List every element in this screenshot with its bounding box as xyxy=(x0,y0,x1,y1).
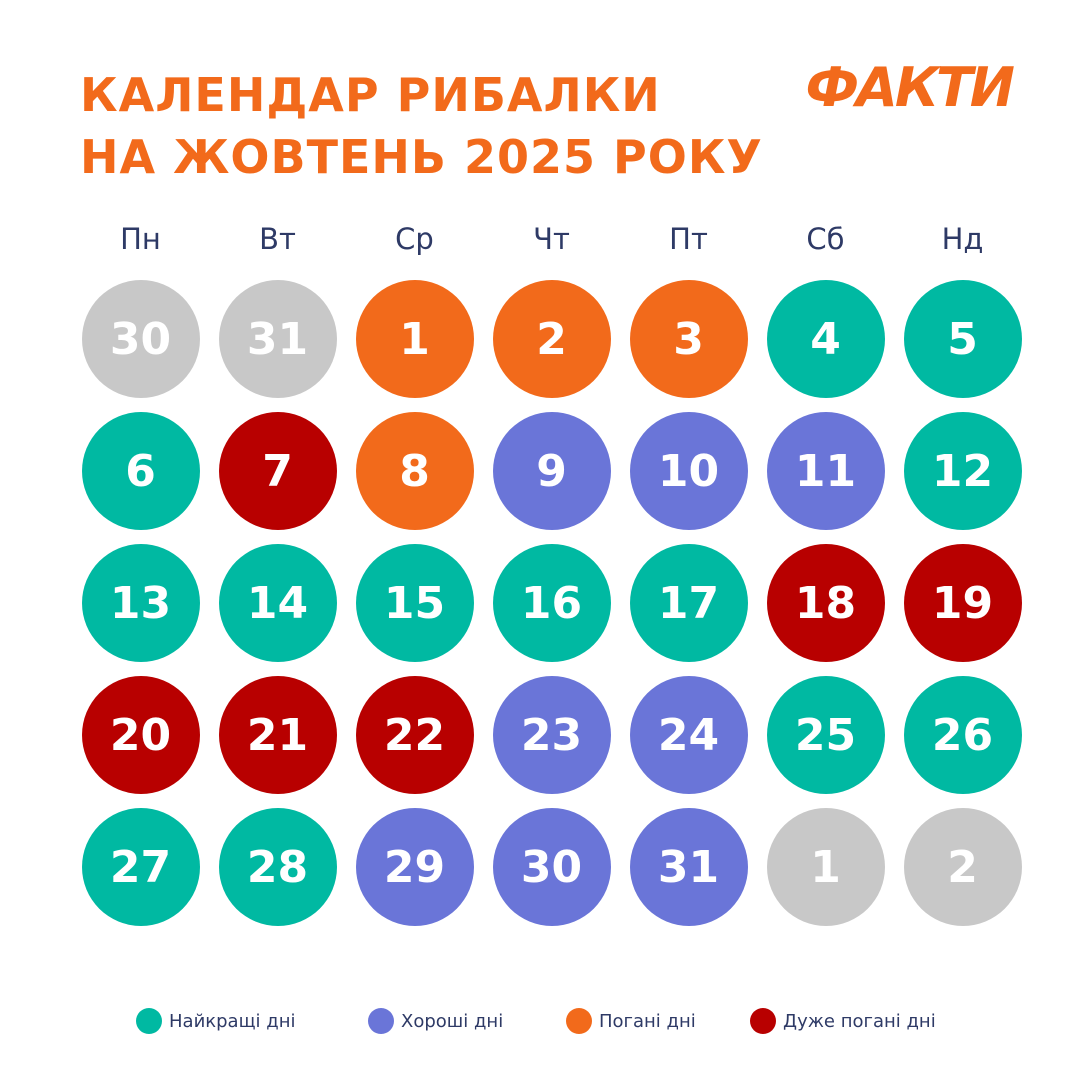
page-title: КАЛЕНДАР РИБАЛКИ НА ЖОВТЕНЬ 2025 РОКУ xyxy=(80,64,763,188)
calendar-cell: 30 xyxy=(72,280,209,412)
calendar-cell: 26 xyxy=(894,676,1031,808)
calendar-cell: 2 xyxy=(894,808,1031,940)
day-circle: 15 xyxy=(355,544,474,662)
calendar-cell: 7 xyxy=(209,412,346,544)
calendar-cell: 21 xyxy=(209,676,346,808)
calendar-cell: 4 xyxy=(757,280,894,412)
calendar-cell: 19 xyxy=(894,544,1031,676)
legend-item: Дуже погані дні xyxy=(750,1008,936,1034)
day-circle: 30 xyxy=(492,808,611,926)
calendar-cell: 30 xyxy=(483,808,620,940)
day-circle: 19 xyxy=(903,544,1022,662)
title-line-2: НА ЖОВТЕНЬ 2025 РОКУ xyxy=(80,130,763,184)
day-circle: 17 xyxy=(629,544,748,662)
day-circle: 29 xyxy=(355,808,474,926)
weekday-label: Сб xyxy=(806,222,845,256)
day-circle: 7 xyxy=(218,412,337,530)
day-circle: 3 xyxy=(629,280,748,398)
legend-item: Найкращі дні xyxy=(136,1008,295,1034)
day-circle: 2 xyxy=(492,280,611,398)
weekday-label: Пн xyxy=(120,222,161,256)
calendar-cell: 1 xyxy=(346,280,483,412)
weekday-header: Пн Вт Ср Чт Пт Сб Нд xyxy=(72,222,1032,266)
day-circle: 9 xyxy=(492,412,611,530)
calendar-cell: 14 xyxy=(209,544,346,676)
calendar-cell: 17 xyxy=(620,544,757,676)
weekday-label: Ср xyxy=(395,222,434,256)
weekday-label: Вт xyxy=(259,222,296,256)
calendar-cell: 31 xyxy=(209,280,346,412)
day-circle: 23 xyxy=(492,676,611,794)
day-circle: 31 xyxy=(218,280,337,398)
calendar-cell: 16 xyxy=(483,544,620,676)
day-circle: 28 xyxy=(218,808,337,926)
legend-dot-icon xyxy=(750,1008,776,1034)
calendar-cell: 10 xyxy=(620,412,757,544)
day-circle: 12 xyxy=(903,412,1022,530)
day-circle: 20 xyxy=(81,676,200,794)
day-circle: 11 xyxy=(766,412,885,530)
day-circle: 22 xyxy=(355,676,474,794)
calendar-cell: 5 xyxy=(894,280,1031,412)
day-circle: 16 xyxy=(492,544,611,662)
day-circle: 8 xyxy=(355,412,474,530)
day-circle: 10 xyxy=(629,412,748,530)
calendar-cell: 12 xyxy=(894,412,1031,544)
calendar-cell: 27 xyxy=(72,808,209,940)
calendar-cell: 8 xyxy=(346,412,483,544)
calendar-cell: 20 xyxy=(72,676,209,808)
legend-label: Хороші дні xyxy=(401,1010,504,1032)
day-circle: 30 xyxy=(81,280,200,398)
calendar-cell: 1 xyxy=(757,808,894,940)
calendar-cell: 29 xyxy=(346,808,483,940)
calendar-cell: 22 xyxy=(346,676,483,808)
calendar-cell: 15 xyxy=(346,544,483,676)
day-circle: 13 xyxy=(81,544,200,662)
legend-label: Найкращі дні xyxy=(169,1010,296,1032)
calendar-cell: 28 xyxy=(209,808,346,940)
legend-item: Хороші дні xyxy=(368,1008,503,1034)
fakty-logo: ФАКТИ xyxy=(805,56,1015,119)
legend-dot-icon xyxy=(136,1008,162,1034)
day-circle: 1 xyxy=(766,808,885,926)
legend-label: Дуже погані дні xyxy=(783,1010,936,1032)
calendar-cell: 9 xyxy=(483,412,620,544)
day-circle: 2 xyxy=(903,808,1022,926)
title-line-1: КАЛЕНДАР РИБАЛКИ xyxy=(80,68,661,122)
calendar-cell: 31 xyxy=(620,808,757,940)
day-circle: 18 xyxy=(766,544,885,662)
calendar-cell: 23 xyxy=(483,676,620,808)
day-circle: 14 xyxy=(218,544,337,662)
day-circle: 27 xyxy=(81,808,200,926)
day-circle: 31 xyxy=(629,808,748,926)
day-circle: 6 xyxy=(81,412,200,530)
legend-label: Погані дні xyxy=(599,1010,696,1032)
calendar-cell: 18 xyxy=(757,544,894,676)
weekday-label: Пт xyxy=(669,222,708,256)
calendar-cell: 6 xyxy=(72,412,209,544)
day-circle: 24 xyxy=(629,676,748,794)
calendar-cell: 2 xyxy=(483,280,620,412)
legend-item: Погані дні xyxy=(566,1008,696,1034)
calendar-cell: 13 xyxy=(72,544,209,676)
day-circle: 4 xyxy=(766,280,885,398)
legend-dot-icon xyxy=(368,1008,394,1034)
calendar-cell: 3 xyxy=(620,280,757,412)
day-circle: 25 xyxy=(766,676,885,794)
calendar-cell: 11 xyxy=(757,412,894,544)
weekday-label: Нд xyxy=(941,222,984,256)
day-circle: 5 xyxy=(903,280,1022,398)
calendar-grid: 30 31 1 2 3 4 5 6 7 8 9 10 11 12 13 14 15 16 17 18 19 20 21 22 2… xyxy=(72,280,1032,940)
day-circle: 21 xyxy=(218,676,337,794)
day-circle: 1 xyxy=(355,280,474,398)
calendar-cell: 25 xyxy=(757,676,894,808)
weekday-label: Чт xyxy=(533,222,570,256)
calendar-cell: 24 xyxy=(620,676,757,808)
day-circle: 26 xyxy=(903,676,1022,794)
legend: Найкращі дні Хороші дні Погані дні Дуже пог… xyxy=(136,1008,1036,1038)
legend-dot-icon xyxy=(566,1008,592,1034)
